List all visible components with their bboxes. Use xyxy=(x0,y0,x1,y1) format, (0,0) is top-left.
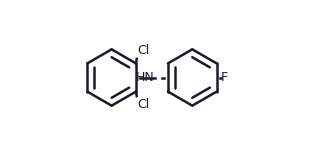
Text: Cl: Cl xyxy=(138,44,150,57)
Text: HN: HN xyxy=(135,71,154,84)
Text: F: F xyxy=(221,71,228,84)
Text: Cl: Cl xyxy=(138,98,150,111)
